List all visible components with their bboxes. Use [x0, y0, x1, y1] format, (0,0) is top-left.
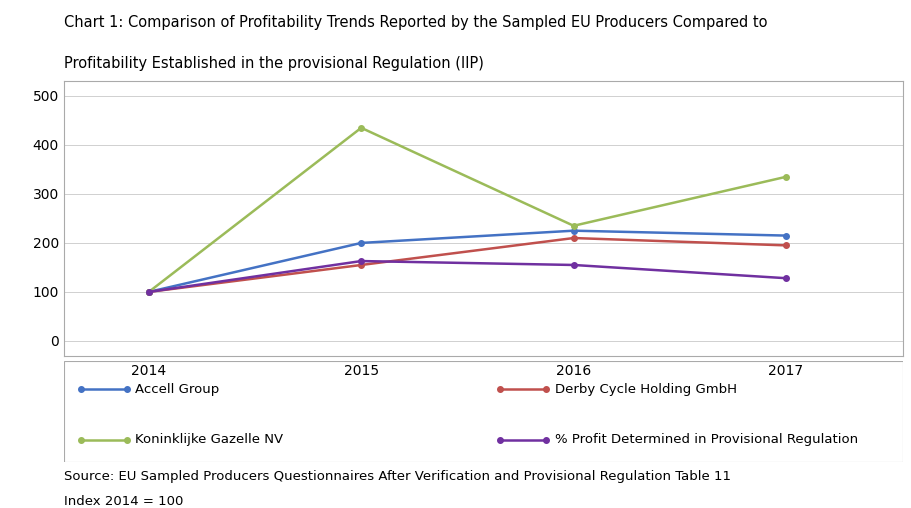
Text: Derby Cycle Holding GmbH: Derby Cycle Holding GmbH	[554, 383, 736, 396]
Line: Koninklijke Gazelle NV: Koninklijke Gazelle NV	[146, 125, 788, 295]
Text: Profitability Established in the provisional Regulation (IIP): Profitability Established in the provisi…	[64, 56, 483, 71]
Text: Source: EU Sampled Producers Questionnaires After Verification and Provisional R: Source: EU Sampled Producers Questionnai…	[64, 470, 730, 483]
Accell Group	[355, 240, 366, 246]
Text: % Profit Determined in Provisional Regulation: % Profit Determined in Provisional Regul…	[554, 433, 857, 447]
Koninklijke Gazelle NV	[780, 174, 791, 180]
Text: Koninklijke Gazelle NV: Koninklijke Gazelle NV	[135, 433, 283, 447]
Koninklijke Gazelle NV	[568, 223, 578, 229]
Accell Group	[143, 289, 154, 295]
Text: Index 2014 = 100: Index 2014 = 100	[64, 495, 183, 508]
Derby Cycle Holding GmbH	[143, 289, 154, 295]
Line: Accell Group: Accell Group	[146, 228, 788, 295]
Derby Cycle Holding GmbH	[780, 242, 791, 248]
Derby Cycle Holding GmbH	[568, 235, 578, 241]
Koninklijke Gazelle NV	[355, 125, 366, 131]
Accell Group	[568, 228, 578, 234]
% Profit Determined in Provisional Regulation	[355, 258, 366, 264]
Derby Cycle Holding GmbH	[355, 262, 366, 268]
Line: % Profit Determined in Provisional Regulation: % Profit Determined in Provisional Regul…	[146, 258, 788, 295]
Text: Accell Group: Accell Group	[135, 383, 220, 396]
Text: Chart 1: Comparison of Profitability Trends Reported by the Sampled EU Producers: Chart 1: Comparison of Profitability Tre…	[64, 15, 766, 30]
% Profit Determined in Provisional Regulation	[143, 289, 154, 295]
Line: Derby Cycle Holding GmbH: Derby Cycle Holding GmbH	[146, 235, 788, 295]
Koninklijke Gazelle NV	[143, 289, 154, 295]
% Profit Determined in Provisional Regulation	[568, 262, 578, 268]
Accell Group	[780, 233, 791, 239]
% Profit Determined in Provisional Regulation	[780, 275, 791, 281]
